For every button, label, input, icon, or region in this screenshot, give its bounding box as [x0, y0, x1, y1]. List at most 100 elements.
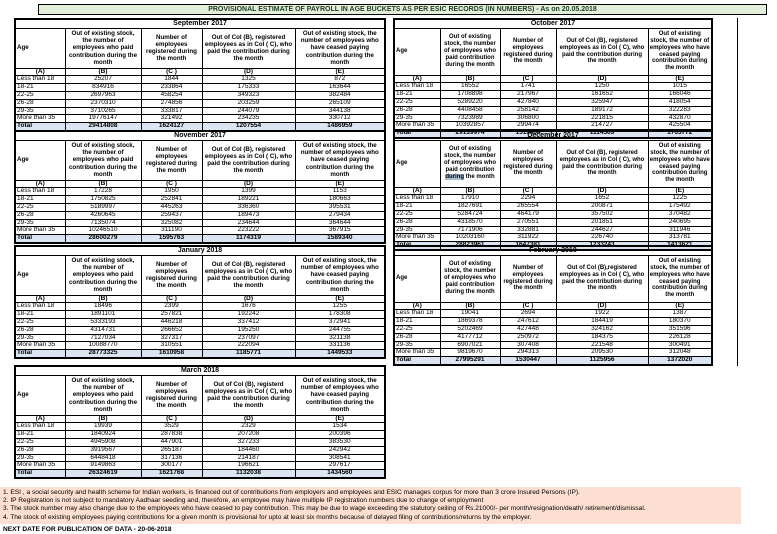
- age-bucket-label: Less than 18: [14, 75, 66, 85]
- value-cell-d: 1676: [201, 302, 296, 312]
- value-cell-c: 447901: [140, 437, 203, 447]
- value-cell-d: 234644: [201, 218, 296, 228]
- value-cell-d: 1922: [555, 309, 649, 319]
- col-header-b: Out of existing stock, the number of emp…: [439, 254, 501, 303]
- value-cell-e: 265109: [294, 98, 386, 108]
- col-letter-b: (B): [64, 414, 142, 424]
- value-cell-b: 10392857: [439, 121, 501, 131]
- value-cell-d: 161652: [555, 90, 649, 99]
- col-header-d: Out of Col (B),registered employees as i…: [555, 254, 649, 303]
- table-row: 22-25 5189997 445263 336360 395531: [14, 202, 386, 212]
- table-row: More than 35 10203160 311922 226740 313781: [393, 233, 713, 243]
- value-cell-b: 4408458: [439, 105, 501, 115]
- value-cell-d: 337412: [201, 317, 296, 327]
- value-cell-e: 321138: [294, 333, 386, 343]
- table-row: Less than 18 17910 2294 1652 1225: [393, 194, 713, 204]
- col-header-age: Age: [393, 254, 441, 303]
- value-cell-e: 200396: [294, 430, 386, 439]
- total-value-b: 28773325: [64, 349, 142, 359]
- table-row: More than 35 9149863 300177 196621 297617: [14, 461, 386, 471]
- next-publication-date: NEXT DATE FOR PUBLICATION OF DATA - 20-0…: [3, 525, 172, 533]
- total-value-c: 1621768: [140, 469, 203, 479]
- value-cell-c: 307408: [499, 340, 557, 350]
- value-cell-c: 333817: [140, 106, 203, 116]
- value-cell-d: 244079: [201, 106, 296, 116]
- value-cell-c: 317136: [140, 453, 203, 463]
- table-row: More than 35 9819670 294313 209530 312048: [393, 348, 713, 358]
- value-cell-d: 201851: [555, 217, 649, 227]
- value-cell-b: 7127034: [64, 333, 142, 343]
- value-cell-b: 4945908: [64, 437, 142, 447]
- age-bucket-label: 26-28: [14, 210, 66, 220]
- value-cell-c: 1741: [499, 82, 557, 92]
- value-cell-b: 4260645: [64, 210, 142, 220]
- value-cell-c: 266652: [140, 325, 203, 335]
- value-cell-e: 322283: [647, 105, 713, 115]
- col-header-c: Number of employees registered during th…: [140, 254, 203, 296]
- col-letter-d: (D): [201, 294, 296, 304]
- col-letter-e: (E): [647, 74, 713, 84]
- value-cell-b: 1750825: [64, 195, 142, 204]
- age-bucket-label: 18-21: [14, 310, 66, 319]
- age-bucket-label: 26-28: [14, 445, 66, 455]
- value-cell-c: 325082: [140, 218, 203, 228]
- value-cell-e: 297617: [294, 461, 386, 471]
- value-cell-c: 3529: [140, 422, 203, 432]
- value-cell-b: 3919567: [64, 445, 142, 455]
- col-letter-c: (C ): [499, 301, 557, 311]
- age-bucket-label: 22-25: [393, 97, 441, 107]
- value-cell-d: 175333: [201, 83, 296, 92]
- value-cell-d: 184460: [201, 445, 296, 455]
- col-letter-b: (B): [439, 186, 501, 196]
- table-container-january-2018: January 2018 Age Out of existing stock, th…: [14, 245, 387, 359]
- footnote-4: 4. The stock of existing employees payin…: [3, 513, 532, 521]
- value-cell-b: 5202469: [439, 324, 501, 334]
- total-row: Total 26324619 1621768 1132038 1434560: [14, 469, 386, 479]
- value-cell-b: 17910: [439, 194, 501, 204]
- col-letter-d: (D): [555, 186, 649, 196]
- table-row: 22-25 4945908 447901 327233 383530: [14, 437, 386, 447]
- value-cell-c: 321492: [140, 114, 203, 124]
- value-cell-d: 195250: [201, 325, 296, 335]
- value-cell-c: 299474: [499, 121, 557, 131]
- table-row: More than 35 10392857 299474 214727 425504: [393, 121, 713, 131]
- col-header-age: Age: [14, 374, 66, 416]
- age-bucket-label: Less than 18: [14, 187, 66, 197]
- col-header-e: Out of existing stock, the number of emp…: [294, 27, 386, 69]
- value-cell-b: 1708898: [439, 90, 501, 99]
- col-letter-a: (A): [393, 301, 441, 311]
- age-bucket-label: More than 35: [14, 461, 66, 471]
- table-row: 29-35 7323989 306800 221815 432870: [393, 113, 713, 123]
- value-cell-b: 10203160: [439, 233, 501, 243]
- value-cell-b: 4177712: [439, 332, 501, 342]
- col-header-e: Out of existing stock, the number of emp…: [647, 27, 713, 76]
- table-row: Less than 18 18496 2399 1676 1255: [14, 302, 386, 312]
- total-value-b: 26324619: [64, 469, 142, 479]
- col-header-b: Out of existing stock, the number of emp…: [64, 374, 142, 416]
- value-cell-c: 257821: [140, 310, 203, 319]
- col-header-d: Out of Col (B), registered employees as …: [201, 139, 296, 181]
- value-cell-d: 223222: [201, 226, 296, 236]
- table-row: 18-21 1827691 265554 200871 175492: [393, 202, 713, 211]
- total-value-d: 1174319: [201, 234, 296, 244]
- age-bucket-label: 29-35: [14, 333, 66, 343]
- col-header-c: Number of employees registered during th…: [140, 27, 203, 69]
- col-header-c: Number of employees registered during th…: [140, 139, 203, 181]
- col-letter-e: (E): [294, 67, 386, 77]
- value-cell-c: 258142: [499, 105, 557, 115]
- value-cell-c: 458254: [140, 90, 203, 100]
- value-cell-c: 247612: [499, 317, 557, 326]
- value-cell-b: 6907021: [439, 340, 501, 350]
- value-cell-b: 9149863: [64, 461, 142, 471]
- col-header-b: Out of existing stock, the number of emp…: [64, 27, 142, 69]
- col-letter-c: (C ): [499, 186, 557, 196]
- value-cell-d: 324162: [555, 324, 649, 334]
- value-cell-c: 306800: [499, 113, 557, 123]
- value-cell-e: 180370: [647, 317, 713, 326]
- value-cell-e: 331136: [294, 341, 386, 351]
- col-letter-b: (B): [64, 179, 142, 189]
- table-row: Less than 18 19041 2694 1922 1387: [393, 309, 713, 319]
- table-row: 22-25 2697963 458254 349323 382484: [14, 90, 386, 100]
- value-cell-b: 10088770: [64, 341, 142, 351]
- value-cell-e: 311946: [647, 225, 713, 235]
